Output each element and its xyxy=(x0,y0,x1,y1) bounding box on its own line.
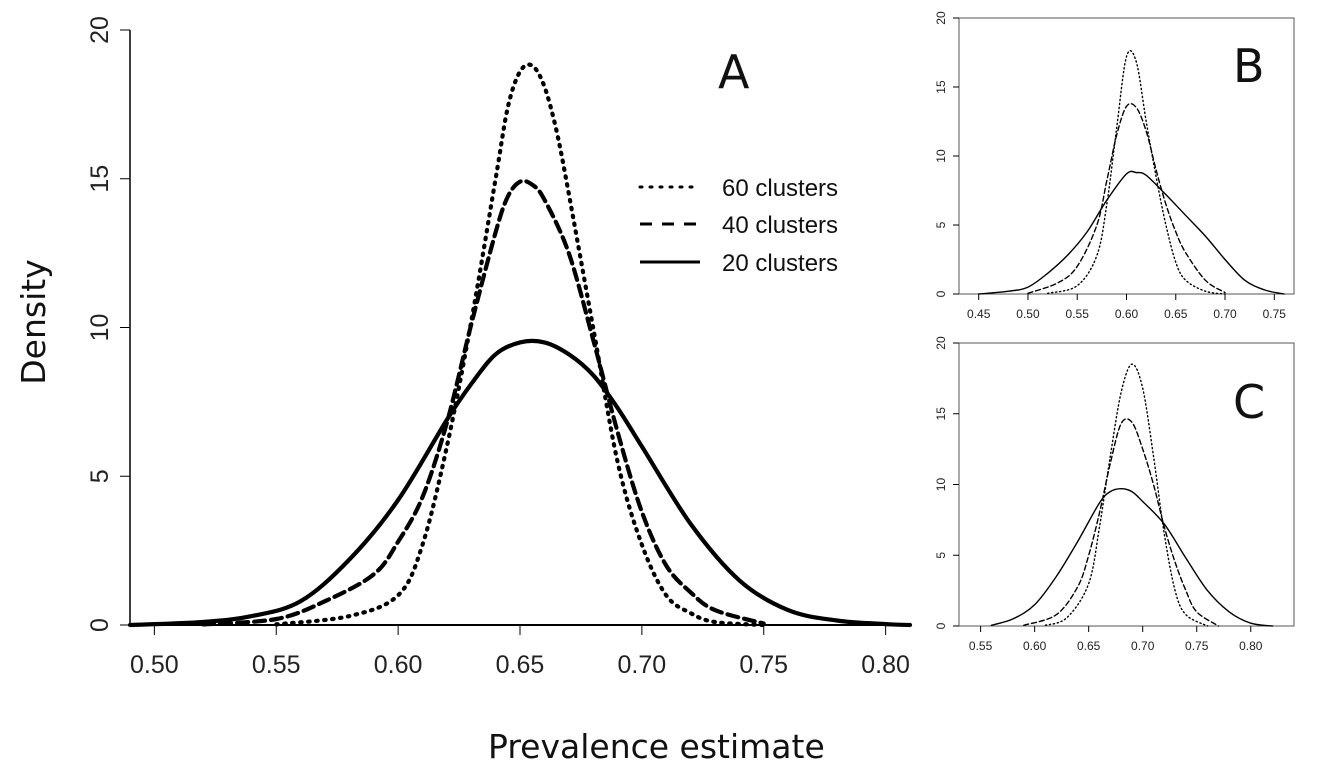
panel-b-series xyxy=(978,49,1285,295)
panel-c-series-dotted xyxy=(1044,363,1209,627)
panel-c-y-tick-label: 0 xyxy=(934,622,948,629)
panel-c-y-tick-label: 15 xyxy=(934,407,948,421)
legend-label-40: 40 clusters xyxy=(722,212,838,239)
panel-c-x-tick-label: 0.75 xyxy=(1185,639,1209,653)
panel-a-y-tick-label: 5 xyxy=(86,469,114,483)
panel-c: 0.55 0.60 0.65 0.70 0.75 0.80 0 5 10 15 20 C xyxy=(934,336,1295,653)
panel-a-series xyxy=(127,62,913,628)
panel-b-y-tick-label: 20 xyxy=(934,11,948,25)
panel-c-letter: C xyxy=(1233,375,1265,429)
panel-a-series-dashed xyxy=(201,178,766,627)
panel-c-y-tick-label: 5 xyxy=(934,552,948,559)
panel-a-x-label: Prevalence estimate xyxy=(488,727,825,766)
panel-b-series-solid xyxy=(978,170,1285,295)
panel-b-x-tick-label: 0.65 xyxy=(1164,307,1188,321)
panel-c-series-solid xyxy=(990,488,1274,627)
panel-c-x-tick-label: 0.80 xyxy=(1239,639,1263,653)
panel-a-y-tick-label: 20 xyxy=(86,16,114,44)
panel-b-x-tick-label: 0.70 xyxy=(1213,307,1237,321)
panel-a-x-tick-label: 0.50 xyxy=(130,651,179,679)
panel-b-y-tick-label: 10 xyxy=(934,149,948,163)
panel-b: 0.45 0.50 0.55 0.60 0.65 0.70 0.75 0 5 10 15 20 B xyxy=(934,11,1295,321)
panel-c-x-ticks: 0.55 0.60 0.65 0.70 0.75 0.80 xyxy=(969,626,1263,653)
panel-b-x-tick-label: 0.50 xyxy=(1016,307,1040,321)
panel-a-letter: A xyxy=(718,45,750,99)
legend-label-60: 60 clusters xyxy=(722,175,838,202)
panel-b-series-dotted xyxy=(1047,49,1226,295)
panel-a-x-tick-label: 0.70 xyxy=(618,651,667,679)
panel-c-x-tick-label: 0.55 xyxy=(969,639,993,653)
panel-a-y-tick-label: 15 xyxy=(86,165,114,193)
panel-c-x-tick-label: 0.70 xyxy=(1131,639,1155,653)
panel-c-y-tick-label: 20 xyxy=(934,336,948,350)
legend-label-20: 20 clusters xyxy=(722,250,838,277)
panel-c-x-tick-label: 0.60 xyxy=(1023,639,1047,653)
panel-c-y-ticks: 0 5 10 15 20 xyxy=(934,336,959,629)
panel-b-series-dashed xyxy=(1027,102,1226,294)
panel-b-x-tick-label: 0.55 xyxy=(1066,307,1090,321)
panel-a-y-tick-label: 0 xyxy=(86,618,114,632)
panel-c-x-tick-label: 0.65 xyxy=(1077,639,1101,653)
panel-b-letter: B xyxy=(1233,39,1265,93)
panel-c-series-dashed xyxy=(1023,418,1220,627)
panel-b-x-tick-label: 0.75 xyxy=(1263,307,1287,321)
panel-b-y-tick-label: 0 xyxy=(934,290,948,297)
legend: 60 clusters 40 clusters 20 clusters xyxy=(638,175,838,277)
panel-a-y-tick-label: 10 xyxy=(86,314,114,342)
panel-b-x-tick-label: 0.45 xyxy=(967,307,991,321)
panel-b-x-tick-label: 0.60 xyxy=(1115,307,1139,321)
panel-a-x-ticks: 0.50 0.55 0.60 0.65 0.70 0.75 0.80 xyxy=(130,625,910,679)
panel-a-x-tick-label: 0.60 xyxy=(374,651,423,679)
panel-a-y-ticks: 0 5 10 15 20 xyxy=(86,16,130,632)
panel-a-x-tick-label: 0.55 xyxy=(252,651,301,679)
panel-c-series xyxy=(990,363,1274,627)
panel-a-x-tick-label: 0.65 xyxy=(496,651,545,679)
panel-b-y-tick-label: 15 xyxy=(934,80,948,94)
panel-a-y-label: Density xyxy=(14,259,53,384)
panel-b-y-ticks: 0 5 10 15 20 xyxy=(934,11,959,297)
panel-a-series-dotted xyxy=(274,62,766,628)
panel-a-series-solid xyxy=(127,338,913,628)
panel-a-x-tick-label: 0.80 xyxy=(861,651,910,679)
panel-b-y-tick-label: 5 xyxy=(934,221,948,228)
panel-a-x-tick-label: 0.75 xyxy=(739,651,788,679)
panel-b-x-ticks: 0.45 0.50 0.55 0.60 0.65 0.70 0.75 xyxy=(967,294,1286,321)
panel-c-y-tick-label: 10 xyxy=(934,478,948,492)
